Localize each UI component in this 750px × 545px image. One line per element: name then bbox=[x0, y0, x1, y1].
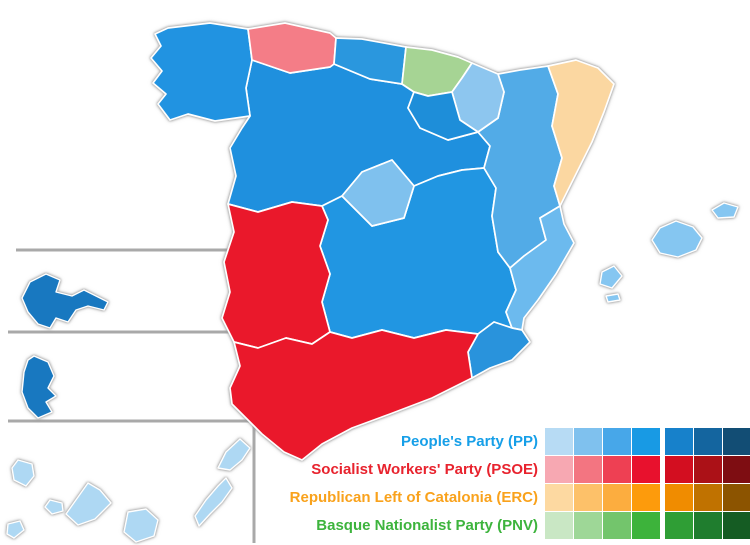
legend-swatch-pnv-2 bbox=[574, 512, 602, 539]
legend-swatch-psoe-2 bbox=[574, 456, 602, 483]
legend-label-pnv: Basque Nationalist Party (PNV) bbox=[316, 517, 538, 534]
region-extremadura bbox=[221, 201, 331, 349]
legend-swatch-erc-1 bbox=[545, 484, 573, 511]
island-formentera bbox=[605, 293, 621, 303]
legend-swatch-erc-4 bbox=[632, 484, 660, 511]
island-ibiza bbox=[599, 265, 623, 289]
legend-row-psoe bbox=[545, 456, 750, 483]
legend-row-pnv bbox=[545, 512, 750, 539]
legend-swatch-erc-6 bbox=[694, 484, 722, 511]
legend-swatch-pnv-7 bbox=[723, 512, 750, 539]
region-catalonia bbox=[547, 59, 615, 207]
legend-swatch-pnv-3 bbox=[603, 512, 631, 539]
legend-swatch-pp-1 bbox=[545, 428, 573, 455]
region-balearic-islands-group bbox=[599, 202, 739, 303]
legend-swatch-erc-7 bbox=[723, 484, 750, 511]
island-la-gomera bbox=[44, 499, 64, 515]
legend-swatch-pnv-5 bbox=[665, 512, 693, 539]
island-fuerteventura bbox=[194, 477, 233, 527]
legend-swatch-pp-5 bbox=[665, 428, 693, 455]
region-madrid bbox=[341, 159, 415, 227]
legend-swatch-pp-6 bbox=[694, 428, 722, 455]
region-canary-archipelago-group bbox=[6, 438, 251, 543]
region-andalusia bbox=[229, 329, 479, 461]
island-la-palma bbox=[11, 459, 35, 487]
legend-swatch-erc-3 bbox=[603, 484, 631, 511]
legend-swatch-psoe-4 bbox=[632, 456, 660, 483]
legend-swatch-psoe-3 bbox=[603, 456, 631, 483]
legend-swatch-pnv-1 bbox=[545, 512, 573, 539]
island-mallorca bbox=[651, 220, 703, 258]
canary-inset-west-island bbox=[21, 273, 109, 329]
legend-swatch-pp-3 bbox=[603, 428, 631, 455]
island-el-hierro bbox=[6, 520, 25, 539]
legend-grid bbox=[545, 428, 750, 539]
legend-swatch-pnv-6 bbox=[694, 512, 722, 539]
legend-label-erc: Republican Left of Catalonia (ERC) bbox=[289, 489, 538, 506]
legend-row-erc bbox=[545, 484, 750, 511]
canary-inset-east-island bbox=[21, 355, 57, 419]
legend-swatch-erc-2 bbox=[574, 484, 602, 511]
legend-swatch-psoe-7 bbox=[723, 456, 750, 483]
legend-swatch-psoe-1 bbox=[545, 456, 573, 483]
legend-swatch-pp-2 bbox=[574, 428, 602, 455]
legend-swatch-pp-4 bbox=[632, 428, 660, 455]
region-galicia bbox=[150, 22, 253, 122]
legend-swatch-erc-5 bbox=[665, 484, 693, 511]
island-gran-canaria bbox=[123, 508, 159, 543]
island-tenerife bbox=[65, 482, 112, 526]
legend-label-psoe: Socialist Workers' Party (PSOE) bbox=[311, 461, 538, 478]
legend-swatch-pp-7 bbox=[723, 428, 750, 455]
legend-row-pp bbox=[545, 428, 750, 455]
legend-label-pp: People's Party (PP) bbox=[401, 433, 538, 450]
legend-swatch-psoe-6 bbox=[694, 456, 722, 483]
legend-swatch-pnv-4 bbox=[632, 512, 660, 539]
region-la-rioja bbox=[407, 91, 479, 141]
island-menorca bbox=[711, 202, 739, 219]
legend-swatch-psoe-5 bbox=[665, 456, 693, 483]
island-lanzarote bbox=[217, 438, 251, 471]
